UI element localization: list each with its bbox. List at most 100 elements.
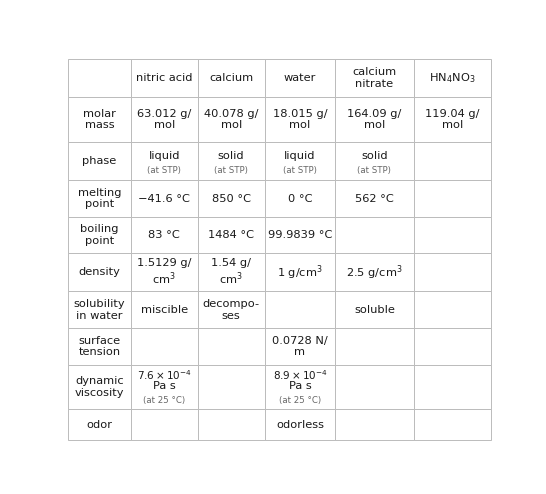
Bar	[335, 253, 413, 291]
Bar	[198, 410, 265, 440]
Bar	[413, 59, 491, 97]
Text: decompo-
ses: decompo- ses	[203, 299, 260, 321]
Text: density: density	[79, 267, 121, 277]
Text: soluble: soluble	[354, 305, 395, 315]
Text: 1.5129 g/
cm$^3$: 1.5129 g/ cm$^3$	[137, 257, 192, 287]
Text: molar
mass: molar mass	[83, 109, 116, 130]
Text: liquid: liquid	[149, 151, 180, 162]
Text: $7.6\times10^{-4}$: $7.6\times10^{-4}$	[137, 368, 192, 381]
Bar	[68, 410, 131, 440]
Text: 18.015 g/
mol: 18.015 g/ mol	[272, 109, 327, 130]
Bar	[335, 59, 413, 97]
Bar	[68, 180, 131, 217]
Text: calcium: calcium	[209, 73, 253, 83]
Bar	[335, 329, 413, 365]
Text: nitric acid: nitric acid	[136, 73, 193, 83]
Bar	[68, 142, 131, 180]
Bar	[265, 142, 335, 180]
Bar	[131, 217, 198, 253]
Bar	[131, 410, 198, 440]
Bar	[131, 365, 198, 410]
Bar	[198, 217, 265, 253]
Bar	[335, 291, 413, 329]
Text: liquid: liquid	[284, 151, 316, 162]
Bar	[413, 217, 491, 253]
Text: odorless: odorless	[276, 419, 324, 430]
Text: dynamic
viscosity: dynamic viscosity	[75, 376, 124, 398]
Text: miscible: miscible	[141, 305, 188, 315]
Bar	[413, 410, 491, 440]
Bar	[413, 253, 491, 291]
Text: 2.5 g/cm$^3$: 2.5 g/cm$^3$	[346, 263, 403, 282]
Text: (at STP): (at STP)	[283, 166, 317, 175]
Text: 99.9839 °C: 99.9839 °C	[268, 230, 332, 240]
Text: (at STP): (at STP)	[214, 166, 248, 175]
Text: melting
point: melting point	[78, 188, 121, 209]
Text: phase: phase	[82, 156, 117, 166]
Text: 850 °C: 850 °C	[212, 194, 251, 204]
Bar	[68, 329, 131, 365]
Text: odor: odor	[87, 419, 112, 430]
Bar	[265, 329, 335, 365]
Text: 63.012 g/
mol: 63.012 g/ mol	[137, 109, 192, 130]
Text: boiling
point: boiling point	[80, 224, 119, 246]
Text: −41.6 °C: −41.6 °C	[138, 194, 190, 204]
Bar	[265, 180, 335, 217]
Bar	[265, 365, 335, 410]
Bar	[198, 142, 265, 180]
Bar	[198, 365, 265, 410]
Bar	[68, 291, 131, 329]
Bar	[265, 410, 335, 440]
Bar	[68, 253, 131, 291]
Bar	[68, 97, 131, 142]
Bar	[198, 291, 265, 329]
Text: 1.54 g/
cm$^3$: 1.54 g/ cm$^3$	[211, 257, 251, 287]
Text: solubility
in water: solubility in water	[74, 299, 126, 321]
Bar	[335, 365, 413, 410]
Text: solid: solid	[361, 151, 388, 162]
Bar	[413, 180, 491, 217]
Text: 1 g/cm$^3$: 1 g/cm$^3$	[277, 263, 323, 282]
Bar	[265, 97, 335, 142]
Text: $8.9\times10^{-4}$: $8.9\times10^{-4}$	[272, 368, 328, 381]
Bar	[131, 180, 198, 217]
Bar	[413, 291, 491, 329]
Text: Pa s: Pa s	[288, 381, 311, 391]
Text: 40.078 g/
mol: 40.078 g/ mol	[204, 109, 258, 130]
Bar	[413, 142, 491, 180]
Text: solid: solid	[218, 151, 245, 162]
Text: 1484 °C: 1484 °C	[208, 230, 254, 240]
Text: 0.0728 N/
m: 0.0728 N/ m	[272, 336, 328, 358]
Bar	[131, 329, 198, 365]
Bar	[198, 59, 265, 97]
Bar	[413, 329, 491, 365]
Text: (at 25 °C): (at 25 °C)	[143, 396, 186, 405]
Bar	[198, 97, 265, 142]
Bar	[131, 97, 198, 142]
Bar	[68, 365, 131, 410]
Text: Pa s: Pa s	[153, 381, 176, 391]
Text: 83 °C: 83 °C	[149, 230, 180, 240]
Text: 164.09 g/
mol: 164.09 g/ mol	[347, 109, 402, 130]
Bar	[68, 217, 131, 253]
Text: water: water	[284, 73, 316, 83]
Bar	[131, 142, 198, 180]
Text: (at STP): (at STP)	[147, 166, 181, 175]
Bar	[335, 410, 413, 440]
Bar	[198, 329, 265, 365]
Bar	[413, 97, 491, 142]
Text: 119.04 g/
mol: 119.04 g/ mol	[425, 109, 480, 130]
Text: (at STP): (at STP)	[358, 166, 391, 175]
Bar	[265, 59, 335, 97]
Text: $\mathrm{HN_4NO_3}$: $\mathrm{HN_4NO_3}$	[429, 72, 476, 85]
Bar	[68, 59, 131, 97]
Bar	[131, 253, 198, 291]
Text: 562 °C: 562 °C	[355, 194, 394, 204]
Bar	[413, 365, 491, 410]
Bar	[265, 291, 335, 329]
Bar	[265, 253, 335, 291]
Bar	[335, 97, 413, 142]
Bar	[335, 217, 413, 253]
Text: surface
tension: surface tension	[79, 336, 121, 358]
Text: 0 °C: 0 °C	[288, 194, 312, 204]
